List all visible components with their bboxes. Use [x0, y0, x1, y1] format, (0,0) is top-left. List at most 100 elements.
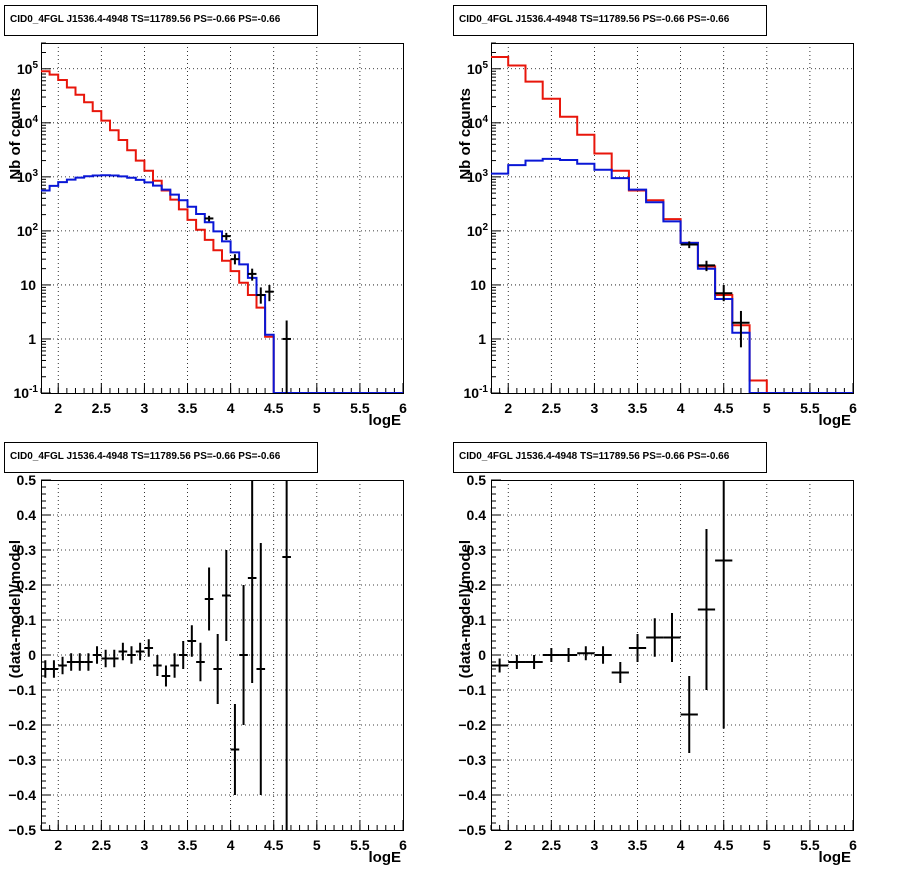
y-tick-base: 10: [470, 277, 486, 293]
y-tick-base: 10: [467, 223, 483, 239]
y-tick-label: 103: [467, 168, 489, 185]
x-tick-label: 4: [227, 400, 235, 416]
y-tick-label: 0.4: [17, 507, 37, 523]
x-tick-label: 6: [849, 400, 857, 416]
y-tick-label: 0.4: [467, 507, 487, 523]
title-box: [4, 442, 318, 473]
x-tick-label: 2: [504, 400, 512, 416]
y-tick-label: 105: [17, 60, 39, 77]
y-tick-base: 1: [28, 331, 36, 347]
x-tick-label: 4: [677, 837, 685, 853]
chart-panel-4: CID0_4FGL J1536.4-4948 TS=11789.56 PS=-0…: [453, 442, 857, 866]
y-tick-label: 0.2: [467, 577, 487, 593]
x-tick-label: 5: [313, 837, 321, 853]
y-tick-exponent: 5: [32, 60, 38, 71]
y-tick-base: 10: [14, 385, 30, 401]
y-tick-label: 1: [28, 331, 36, 347]
y-tick-label: 10: [470, 277, 486, 293]
x-axis-title: logE: [819, 412, 852, 429]
histogram-series-red: [41, 70, 403, 393]
y-tick-base: 10: [20, 277, 36, 293]
x-tick-label: 5: [763, 400, 771, 416]
y-tick-base: 10: [467, 115, 483, 131]
y-tick-base: 10: [17, 115, 33, 131]
x-axis-title: logE: [819, 849, 852, 866]
x-tick-label: 3.5: [628, 400, 648, 416]
y-tick-label: 105: [467, 60, 489, 77]
y-tick-exponent: 2: [32, 222, 38, 233]
x-tick-label: 6: [399, 837, 407, 853]
y-tick-base: 10: [17, 223, 33, 239]
x-tick-label: 6: [399, 400, 407, 416]
y-tick-label: 104: [467, 114, 489, 131]
y-tick-label: 0.1: [467, 612, 487, 628]
histogram-series-red: [491, 56, 853, 393]
y-tick-label: 0.3: [467, 542, 487, 558]
y-axis-title: (data-model)/model: [7, 540, 24, 678]
x-tick-label: 2.5: [542, 400, 562, 416]
x-tick-label: 4.5: [264, 400, 284, 416]
y-tick-base: 10: [467, 61, 483, 77]
y-tick-label: 0: [28, 647, 36, 663]
x-tick-label: 3.5: [628, 837, 648, 853]
chart-panel-1: CID0_4FGL J1536.4-4948 TS=11789.56 PS=-0…: [4, 5, 407, 429]
y-tick-label: −0.2: [458, 717, 486, 733]
x-tick-label: 2: [504, 837, 512, 853]
y-axis-title: (data-model)/model: [457, 540, 474, 678]
y-tick-base: 10: [17, 169, 33, 185]
x-axis-title: logE: [369, 849, 402, 866]
y-tick-label: 102: [17, 222, 39, 239]
x-tick-label: 4: [227, 837, 235, 853]
x-tick-label: 4.5: [264, 837, 284, 853]
y-tick-label: −0.3: [458, 752, 486, 768]
x-tick-label: 3: [141, 400, 149, 416]
x-tick-label: 5: [763, 837, 771, 853]
x-tick-label: 4.5: [714, 837, 734, 853]
y-tick-label: 0.5: [17, 472, 37, 488]
y-tick-label: 1: [478, 331, 486, 347]
chart-title: CID0_4FGL J1536.4-4948 TS=11789.56 PS=-0…: [10, 451, 281, 462]
x-tick-label: 5.5: [350, 837, 370, 853]
chart-panel-2: CID0_4FGL J1536.4-4948 TS=11789.56 PS=-0…: [453, 5, 857, 429]
y-tick-label: −0.1: [8, 682, 36, 698]
y-tick-label: −0.1: [458, 682, 486, 698]
y-tick-exponent: 4: [32, 114, 38, 125]
x-tick-label: 5.5: [800, 400, 820, 416]
y-tick-label: 10-1: [464, 384, 489, 401]
x-tick-label: 2.5: [542, 837, 562, 853]
y-tick-label: −0.5: [8, 822, 36, 838]
x-tick-label: 5.5: [350, 400, 370, 416]
x-tick-label: 5: [313, 400, 321, 416]
y-tick-label: 10: [20, 277, 36, 293]
y-tick-label: −0.4: [8, 787, 36, 803]
x-tick-label: 2.5: [92, 400, 112, 416]
y-tick-label: 102: [467, 222, 489, 239]
x-tick-label: 4.5: [714, 400, 734, 416]
y-tick-label: −0.5: [458, 822, 486, 838]
x-tick-label: 2: [54, 837, 62, 853]
chart-panel-3: CID0_4FGL J1536.4-4948 TS=11789.56 PS=-0…: [4, 442, 407, 866]
y-tick-label: 104: [17, 114, 39, 131]
x-tick-label: 4: [677, 400, 685, 416]
plot-frame: [41, 480, 404, 831]
x-tick-label: 3: [141, 837, 149, 853]
y-tick-label: 103: [17, 168, 39, 185]
x-tick-label: 3: [591, 837, 599, 853]
y-tick-label: 0.3: [17, 542, 37, 558]
y-tick-base: 10: [464, 385, 480, 401]
title-box: [4, 5, 318, 36]
chart-title: CID0_4FGL J1536.4-4948 TS=11789.56 PS=-0…: [459, 451, 730, 462]
x-axis-title: logE: [369, 412, 402, 429]
x-tick-label: 3: [591, 400, 599, 416]
y-axis-title: Nb of counts: [457, 88, 474, 180]
y-tick-label: −0.2: [8, 717, 36, 733]
x-tick-label: 3.5: [178, 837, 198, 853]
y-tick-exponent: -1: [479, 384, 488, 395]
x-tick-label: 2.5: [92, 837, 112, 853]
y-tick-label: 0.2: [17, 577, 37, 593]
y-tick-label: −0.4: [458, 787, 486, 803]
y-tick-exponent: 4: [482, 114, 488, 125]
y-axis-title: Nb of counts: [7, 88, 24, 180]
chart-title: CID0_4FGL J1536.4-4948 TS=11789.56 PS=-0…: [459, 14, 730, 25]
